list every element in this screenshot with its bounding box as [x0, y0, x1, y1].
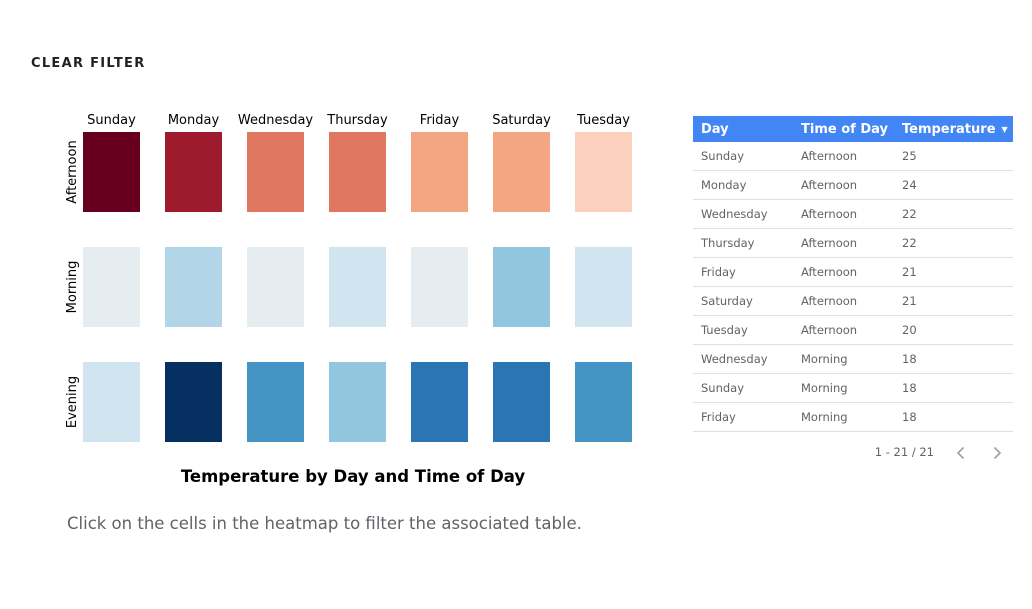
table-cell: Friday — [693, 257, 793, 287]
heatmap-cells — [83, 132, 632, 442]
table-cell: Afternoon — [793, 286, 894, 316]
x-tick-label: Thursday — [326, 113, 388, 128]
table-row[interactable]: Friday Afternoon 21 — [693, 257, 1013, 287]
heatmap-cell[interactable] — [165, 247, 222, 327]
y-tick-label: Evening — [65, 376, 80, 428]
table-cell: Afternoon — [793, 257, 894, 287]
heatmap-cell[interactable] — [247, 132, 304, 212]
x-tick-label: Saturday — [492, 113, 551, 128]
table-cell: Morning — [793, 402, 894, 432]
table-cell: Wednesday — [693, 199, 793, 229]
table-cell: 18 — [894, 344, 1013, 374]
table-cell: 18 — [894, 402, 1013, 432]
heatmap-x-labels: Sunday Monday Wednesday Thursday Friday Satur… — [87, 113, 630, 128]
heatmap-cell[interactable] — [247, 247, 304, 327]
table-cell: Afternoon — [793, 199, 894, 229]
y-tick-label: Morning — [65, 261, 80, 314]
table-cell: Tuesday — [693, 315, 793, 345]
table-cell: 24 — [894, 170, 1013, 200]
table-cell: Saturday — [693, 286, 793, 316]
table-cell: 21 — [894, 257, 1013, 287]
heatmap-cell[interactable] — [575, 132, 632, 212]
heatmap-cell[interactable] — [575, 362, 632, 442]
heatmap-cell[interactable] — [83, 247, 140, 327]
table-cell: 22 — [894, 228, 1013, 258]
table-cell: Sunday — [693, 142, 793, 171]
table-body: Sunday Afternoon 25 Monday Afternoon 24 Wednes… — [693, 142, 1013, 432]
heatmap-cell[interactable] — [165, 132, 222, 212]
heatmap-cell[interactable] — [329, 132, 386, 212]
table-cell: Monday — [693, 170, 793, 200]
table-row[interactable]: Monday Afternoon 24 — [693, 170, 1013, 200]
table-row[interactable]: Saturday Afternoon 21 — [693, 286, 1013, 316]
heatmap-cell[interactable] — [575, 247, 632, 327]
pagination-range: 1 - 21 / 21 — [874, 445, 934, 459]
table-header-row: Day Time of Day Temperature ▼ — [693, 116, 1013, 142]
chart-title: Temperature by Day and Time of Day — [181, 467, 526, 486]
chevron-right-icon — [993, 446, 1002, 460]
table-cell: 21 — [894, 286, 1013, 316]
table-cell: Afternoon — [793, 315, 894, 345]
heatmap-cell[interactable] — [493, 247, 550, 327]
y-tick-label: Afternoon — [65, 140, 80, 203]
data-table-panel: Day Time of Day Temperature ▼ Sunday After… — [693, 116, 1013, 432]
heatmap-cell[interactable] — [165, 362, 222, 442]
column-header-day[interactable]: Day — [701, 121, 729, 137]
table-row[interactable]: Wednesday Morning 18 — [693, 344, 1013, 374]
table-cell: Wednesday — [693, 344, 793, 374]
table-cell: 22 — [894, 199, 1013, 229]
heatmap-cell[interactable] — [329, 362, 386, 442]
table-cell: 25 — [894, 142, 1013, 171]
next-page-button[interactable] — [987, 443, 1007, 463]
heatmap-cell[interactable] — [411, 132, 468, 212]
column-header-time-of-day[interactable]: Time of Day — [801, 121, 888, 137]
table-cell: Morning — [793, 373, 894, 403]
heatmap-cell[interactable] — [247, 362, 304, 442]
table-cell: Afternoon — [793, 142, 894, 171]
x-tick-label: Friday — [420, 113, 460, 128]
column-header-temperature[interactable]: Temperature ▼ — [902, 121, 1008, 137]
table-cell: Thursday — [693, 228, 793, 258]
table-cell: Afternoon — [793, 228, 894, 258]
table-row[interactable]: Friday Morning 18 — [693, 402, 1013, 432]
instruction-text: Click on the cells in the heatmap to fil… — [67, 514, 582, 533]
table-cell: 18 — [894, 373, 1013, 403]
table-cell: Morning — [793, 344, 894, 374]
heatmap-y-labels: Afternoon Morning Evening — [65, 140, 80, 428]
table-row[interactable]: Sunday Afternoon 25 — [693, 142, 1013, 171]
table-cell: Friday — [693, 402, 793, 432]
x-tick-label: Tuesday — [576, 113, 630, 128]
table-row[interactable]: Wednesday Afternoon 22 — [693, 199, 1013, 229]
table-cell: Afternoon — [793, 170, 894, 200]
table-row[interactable]: Tuesday Afternoon 20 — [693, 315, 1013, 345]
previous-page-button[interactable] — [951, 443, 971, 463]
table-cell: 20 — [894, 315, 1013, 345]
x-tick-label: Sunday — [87, 113, 136, 128]
heatmap-cell[interactable] — [493, 132, 550, 212]
heatmap-cell[interactable] — [83, 362, 140, 442]
x-tick-label: Monday — [168, 113, 220, 128]
table-row[interactable]: Sunday Morning 18 — [693, 373, 1013, 403]
heatmap-cell[interactable] — [329, 247, 386, 327]
heatmap-cell[interactable] — [411, 247, 468, 327]
table-row[interactable]: Thursday Afternoon 22 — [693, 228, 1013, 258]
table-cell: Sunday — [693, 373, 793, 403]
clear-filter-button[interactable]: CLEAR FILTER — [31, 56, 146, 71]
data-table: Day Time of Day Temperature ▼ Sunday After… — [693, 116, 1013, 432]
caret-down-icon: ▼ — [1001, 124, 1008, 134]
chevron-left-icon — [956, 446, 965, 460]
heatmap-chart: Sunday Monday Wednesday Thursday Friday Satur… — [65, 113, 632, 486]
pagination: 1 - 21 / 21 — [693, 443, 1013, 463]
x-tick-label: Wednesday — [238, 113, 314, 128]
heatmap-cell[interactable] — [493, 362, 550, 442]
heatmap-cell[interactable] — [83, 132, 140, 212]
heatmap-cell[interactable] — [411, 362, 468, 442]
